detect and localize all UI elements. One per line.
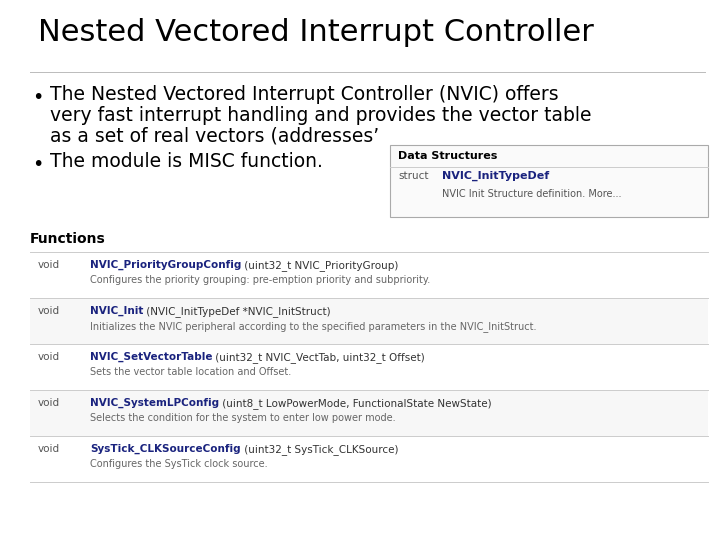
Text: (uint8_t LowPowerMode, FunctionalState NewState): (uint8_t LowPowerMode, FunctionalState N…: [219, 398, 492, 409]
Text: Nested Vectored Interrupt Controller: Nested Vectored Interrupt Controller: [38, 18, 594, 47]
Text: •: •: [32, 155, 43, 174]
Text: Initializes the NVIC peripheral according to the specified parameters in the NVI: Initializes the NVIC peripheral accordin…: [90, 321, 536, 332]
Text: (uint32_t NVIC_VectTab, uint32_t Offset): (uint32_t NVIC_VectTab, uint32_t Offset): [212, 352, 426, 363]
Text: void: void: [38, 444, 60, 454]
Text: void: void: [38, 306, 60, 316]
Text: NVIC_InitTypeDef: NVIC_InitTypeDef: [442, 171, 549, 181]
Bar: [30, 252, 708, 298]
Text: The module is MISC function.: The module is MISC function.: [50, 152, 323, 171]
Text: void: void: [38, 352, 60, 362]
Text: Data Structures: Data Structures: [398, 151, 498, 161]
Bar: [30, 344, 708, 390]
Text: (uint32_t NVIC_PriorityGroup): (uint32_t NVIC_PriorityGroup): [241, 260, 399, 271]
Text: Functions: Functions: [30, 232, 106, 246]
Text: Configures the priority grouping: pre-emption priority and subpriority.: Configures the priority grouping: pre-em…: [90, 275, 431, 285]
Text: SysTick_CLKSourceConfig: SysTick_CLKSourceConfig: [90, 444, 240, 454]
Text: •: •: [32, 88, 43, 107]
Text: Selects the condition for the system to enter low power mode.: Selects the condition for the system to …: [90, 413, 395, 423]
Text: NVIC_SystemLPConfig: NVIC_SystemLPConfig: [90, 398, 219, 408]
Text: The Nested Vectored Interrupt Controller (NVIC) offers: The Nested Vectored Interrupt Controller…: [50, 85, 559, 104]
Text: (uint32_t SysTick_CLKSource): (uint32_t SysTick_CLKSource): [240, 444, 398, 455]
Text: NVIC Init Structure definition. More...: NVIC Init Structure definition. More...: [442, 189, 621, 199]
Text: very fast interrupt handling and provides the vector table: very fast interrupt handling and provide…: [50, 106, 592, 125]
Text: Sets the vector table location and Offset.: Sets the vector table location and Offse…: [90, 367, 292, 377]
Text: void: void: [38, 260, 60, 270]
Text: NVIC_PriorityGroupConfig: NVIC_PriorityGroupConfig: [90, 260, 241, 270]
Text: NVIC_SetVectorTable: NVIC_SetVectorTable: [90, 352, 212, 362]
Text: Configures the SysTick clock source.: Configures the SysTick clock source.: [90, 459, 268, 469]
Text: void: void: [38, 398, 60, 408]
Text: (NVIC_InitTypeDef *NVIC_InitStruct): (NVIC_InitTypeDef *NVIC_InitStruct): [143, 306, 331, 317]
Bar: [30, 298, 708, 344]
Text: struct: struct: [398, 171, 428, 181]
FancyBboxPatch shape: [390, 145, 708, 217]
Bar: [30, 390, 708, 436]
Text: NVIC_Init: NVIC_Init: [90, 306, 143, 316]
Bar: [30, 436, 708, 482]
Text: as a set of real vectors (addresses’: as a set of real vectors (addresses’: [50, 127, 379, 146]
